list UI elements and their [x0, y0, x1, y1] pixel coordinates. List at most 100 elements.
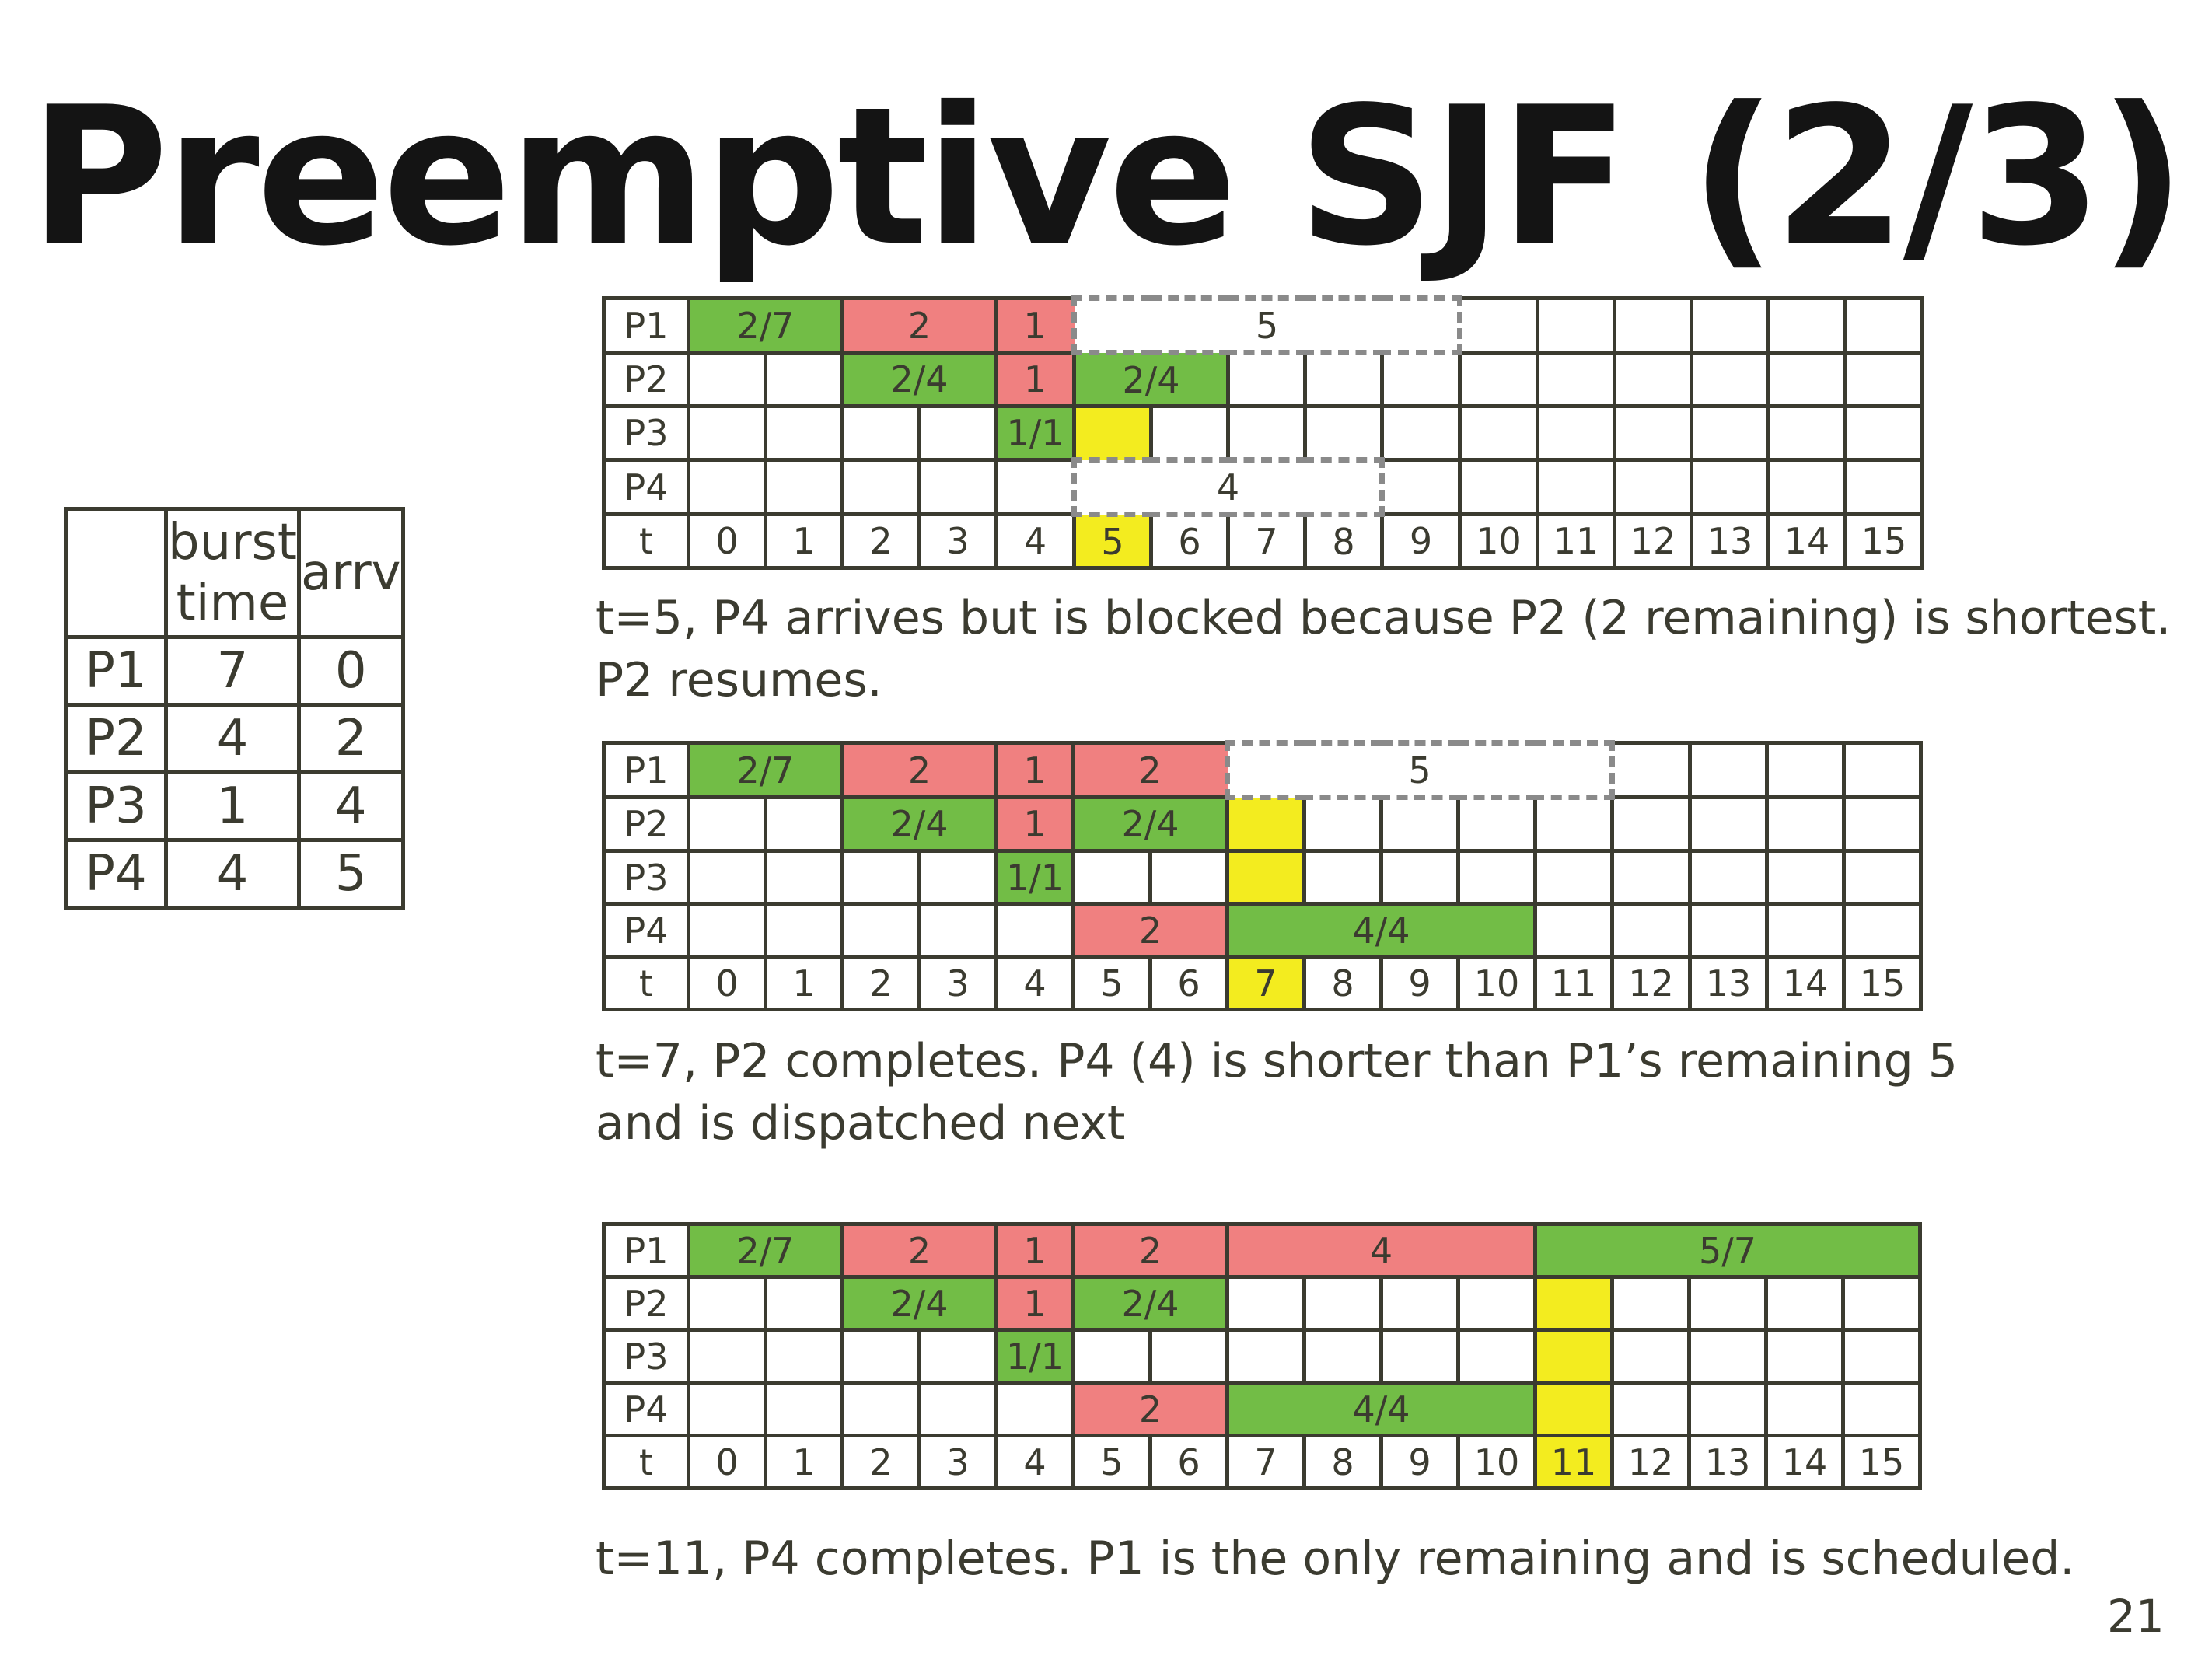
gantt-row-p1: P1 2/7 2 1 2 5: [602, 740, 1923, 800]
header-burst-line1: burst: [168, 514, 297, 571]
caption-t11-line1: t=11, P4 completes. P1 is the only remai…: [596, 1532, 2075, 1586]
empty-slot: [1302, 795, 1383, 853]
segment-running: 2/7: [687, 741, 844, 799]
table-row: P2 4 2: [64, 703, 405, 774]
empty-slot: [1380, 351, 1462, 408]
empty-slot: [1688, 902, 1769, 959]
segment-preempted: 1: [994, 1222, 1075, 1279]
empty-slot: [1533, 795, 1614, 853]
segment-running: 4/4: [1225, 902, 1537, 959]
empty-slot: [687, 1328, 767, 1385]
segment-preempted: 1: [994, 795, 1075, 853]
row-label: P1: [602, 741, 690, 799]
empty-slot: [1379, 795, 1460, 853]
empty-slot: [1303, 351, 1384, 408]
segment-preempted: 4: [1225, 1222, 1537, 1279]
time-tick: 4: [994, 512, 1076, 570]
empty-slot: [1225, 1328, 1306, 1385]
segment-running: 1/1: [994, 849, 1075, 906]
empty-slot: [764, 1381, 844, 1437]
time-axis-row: t 0 1 2 3 4 5 6 7 8 9 10 11 12 13 14 15: [602, 512, 1924, 570]
segment-running: 2/4: [840, 351, 998, 408]
table-row: P3 1 4: [64, 770, 405, 842]
gantt-row-p4: P4 4: [602, 457, 1924, 517]
empty-slot: [1302, 1275, 1383, 1332]
empty-slot: [1765, 902, 1846, 959]
empty-slot: [1687, 1381, 1768, 1437]
segment-preempted: 1: [994, 1275, 1075, 1332]
row-label: P1: [602, 296, 690, 355]
time-tick: 3: [917, 955, 998, 1011]
time-tick: 2: [840, 955, 921, 1011]
empty-slot: [1379, 1328, 1460, 1385]
segment-running: 4/4: [1225, 1381, 1537, 1437]
empty-slot: [1148, 1328, 1229, 1385]
segment-running: 1/1: [994, 1328, 1075, 1385]
empty-slot: [917, 1381, 998, 1437]
process-name: P1: [64, 635, 168, 707]
caption-t7-line1: t=7, P2 completes. P4 (4) is shorter tha…: [596, 1034, 1958, 1088]
empty-slot: [1456, 795, 1537, 853]
gantt-row-p2: P2 2/4 1 2/4: [602, 1275, 1922, 1332]
burst-time-value: 4: [164, 838, 301, 910]
segment-running: 5/7: [1533, 1222, 1922, 1279]
caption-t11: t=11, P4 completes. P1 is the only remai…: [596, 1528, 2074, 1590]
gantt-chart-t11: P1 2/7 2 1 2 4 5/7 P2 2/4 1 2/4 P3 1/1 P4 2 4/4 t 0 1 2 3 4 5 6…: [602, 1222, 1922, 1490]
time-tick: 10: [1456, 1434, 1537, 1490]
time-tick: 13: [1690, 512, 1770, 570]
time-tick: 13: [1687, 1434, 1768, 1490]
segment-preempted: 2: [840, 741, 998, 799]
row-label: P3: [602, 404, 690, 462]
empty-slot: [994, 902, 1075, 959]
segment-preempted: 2: [1071, 1381, 1229, 1437]
empty-slot: [1456, 1275, 1537, 1332]
empty-slot: [1841, 1381, 1922, 1437]
time-tick: 11: [1533, 1434, 1614, 1490]
time-tick: 15: [1841, 1434, 1922, 1490]
gantt-chart-t7: P1 2/7 2 1 2 5 P2 2/4 1 2/4 P3 1/1 P4 2 4/4 t 0 1 2 3 4 5 6 7 8 9…: [602, 740, 1923, 1011]
empty-slot: [687, 1381, 767, 1437]
empty-slot: [1225, 1275, 1306, 1332]
empty-slot: [1766, 351, 1847, 408]
caption-t7-line2: and is dispatched next: [596, 1096, 1126, 1151]
time-tick: 4: [994, 955, 1075, 1011]
time-tick: 12: [1610, 955, 1692, 1011]
empty-slot: [1841, 1275, 1922, 1332]
empty-slot: [917, 902, 998, 959]
time-tick: 5: [1071, 955, 1152, 1011]
gantt-row-p4: P4 2 4/4: [602, 1381, 1922, 1437]
empty-slot: [1690, 296, 1770, 355]
empty-slot: [1536, 351, 1616, 408]
empty-slot: [840, 902, 921, 959]
empty-slot: [1687, 1275, 1768, 1332]
segment-preempted: 2: [1071, 741, 1229, 799]
empty-slot: [1688, 795, 1769, 853]
empty-slot: [1536, 404, 1616, 462]
row-label: P1: [602, 1222, 690, 1279]
arrival-value: 5: [296, 838, 405, 910]
empty-slot: [1766, 458, 1847, 516]
empty-slot: [1842, 741, 1923, 799]
empty-slot: [1842, 795, 1923, 853]
burst-time-value: 1: [164, 770, 301, 842]
time-tick: 7: [1225, 1434, 1306, 1490]
empty-slot: [764, 1328, 844, 1385]
segment-preempted: 1: [994, 351, 1076, 408]
time-tick: 8: [1302, 955, 1383, 1011]
caption-t5: t=5, P4 arrives but is blocked because P…: [596, 587, 2171, 711]
empty-slot: [1843, 351, 1924, 408]
time-tick: 2: [840, 512, 921, 570]
empty-slot: [917, 849, 998, 906]
empty-slot: [1458, 296, 1539, 355]
empty-slot: [1379, 849, 1460, 906]
process-name: P2: [64, 703, 168, 774]
empty-slot: [1765, 741, 1846, 799]
arrival-value: 4: [296, 770, 405, 842]
time-tick: 0: [687, 955, 767, 1011]
empty-slot: [1610, 1381, 1691, 1437]
empty-slot: [1765, 849, 1846, 906]
event-marker: [1072, 404, 1153, 462]
time-tick: 1: [764, 512, 844, 570]
time-axis-label: t: [602, 512, 690, 570]
empty-slot: [1613, 458, 1693, 516]
